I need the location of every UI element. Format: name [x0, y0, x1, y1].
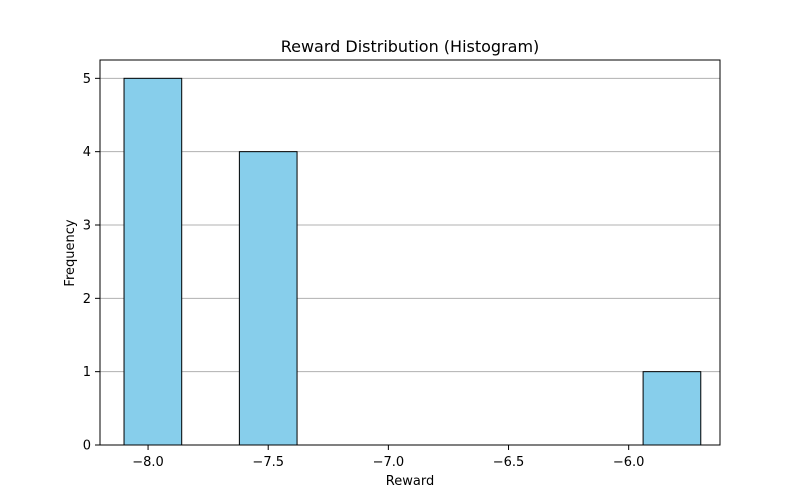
x-tick-label-0: −8.0: [132, 455, 164, 470]
y-tick-label-2: 2: [83, 292, 91, 307]
y-axis-label: Frequency: [63, 219, 78, 286]
histogram-bar-0: [123, 77, 183, 446]
x-tick-label-3: −6.5: [493, 455, 525, 470]
y-tick-label-4: 4: [83, 145, 91, 160]
histogram-bar-9: [642, 371, 702, 446]
y-tick-label-5: 5: [83, 72, 91, 87]
x-tick-label-1: −7.5: [252, 455, 284, 470]
plot-frame: [99, 59, 721, 446]
y-tick-label-3: 3: [83, 219, 91, 234]
x-axis-label: Reward: [386, 474, 434, 489]
x-tick-label-2: −7.0: [373, 455, 405, 470]
x-tick-label-4: −6.0: [613, 455, 645, 470]
chart-title: Reward Distribution (Histogram): [281, 37, 540, 56]
bars-layer: [123, 77, 702, 446]
histogram-bar-2: [238, 151, 298, 446]
y-tick-label-0: 0: [83, 439, 91, 454]
grid-layer: [100, 77, 720, 446]
y-tick-label-1: 1: [83, 365, 91, 380]
ticks-layer: −8.0 −7.5 −7.0 −6.5 −6.0 0 1 2 3 4 5: [83, 72, 645, 470]
